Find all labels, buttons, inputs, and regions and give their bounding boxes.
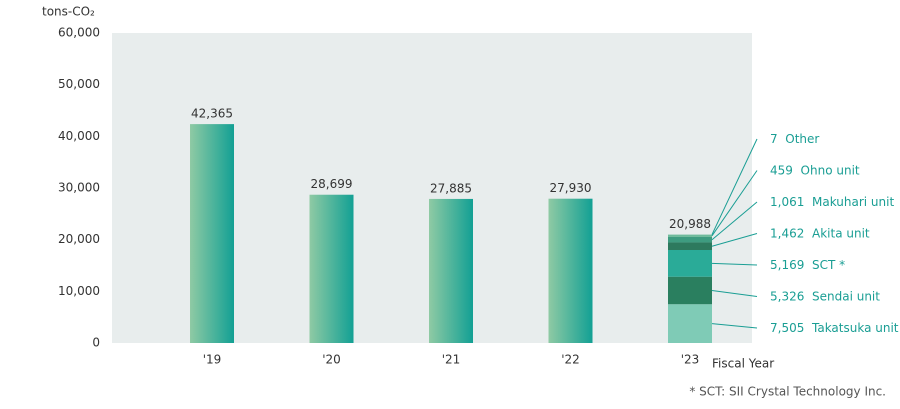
y-tick-label: 40,000 [58,129,100,143]
segment-name: SCT * [812,258,845,272]
segment-label: 7 Other [770,132,819,146]
x-tick-label: '22 [561,353,580,367]
segment-value: 7,505 [770,321,804,335]
y-axis-title: tons-CO₂ [42,5,95,19]
bar-segment [668,242,712,250]
bar-segment [668,304,712,343]
y-tick-label: 60,000 [58,26,100,40]
segment-value: 1,462 [770,226,804,240]
segment-name: Makuhari unit [812,195,894,209]
segment-value: 7 [770,132,778,146]
x-tick-label: '19 [203,353,222,367]
bar [310,195,354,343]
segment-value: 1,061 [770,195,804,209]
y-tick-label: 10,000 [58,284,100,298]
segment-name: Sendai unit [812,289,880,303]
segment-label: 5,326 Sendai unit [770,289,880,303]
x-axis-title: Fiscal Year [712,357,774,371]
bar [549,199,593,343]
value-label: 42,365 [191,107,233,121]
segment-name: Other [785,132,819,146]
x-tick-label: '20 [322,353,341,367]
bar-segment [668,235,712,237]
y-tick-label: 30,000 [58,181,100,195]
y-tick-label: 20,000 [58,232,100,246]
segment-name: Ohno unit [801,163,860,177]
segment-value: 459 [770,163,793,177]
segment-label: 1,462 Akita unit [770,226,870,240]
bar [429,199,473,343]
bar-segment [668,250,712,277]
segment-name: Takatsuka unit [811,321,899,335]
bar-segment [668,277,712,305]
segment-value: 5,326 [770,289,804,303]
bar [190,124,234,343]
x-tick-label: '21 [442,353,461,367]
value-label: 20,988 [669,217,711,231]
bar-segment [668,237,712,242]
x-tick-label: '23 [681,353,700,367]
segment-value: 5,169 [770,258,804,272]
segment-label: 1,061 Makuhari unit [770,195,894,209]
value-label: 27,930 [550,181,592,195]
footnote: * SCT: SII Crystal Technology Inc. [689,385,886,399]
segment-name: Akita unit [812,226,870,240]
y-tick-label: 50,000 [58,77,100,91]
segment-label: 7,505 Takatsuka unit [770,321,899,335]
segment-label: 459 Ohno unit [770,163,860,177]
segment-label: 5,169 SCT * [770,258,845,272]
value-label: 28,699 [311,177,353,191]
y-tick-label: 0 [92,336,100,350]
value-label: 27,885 [430,181,472,195]
